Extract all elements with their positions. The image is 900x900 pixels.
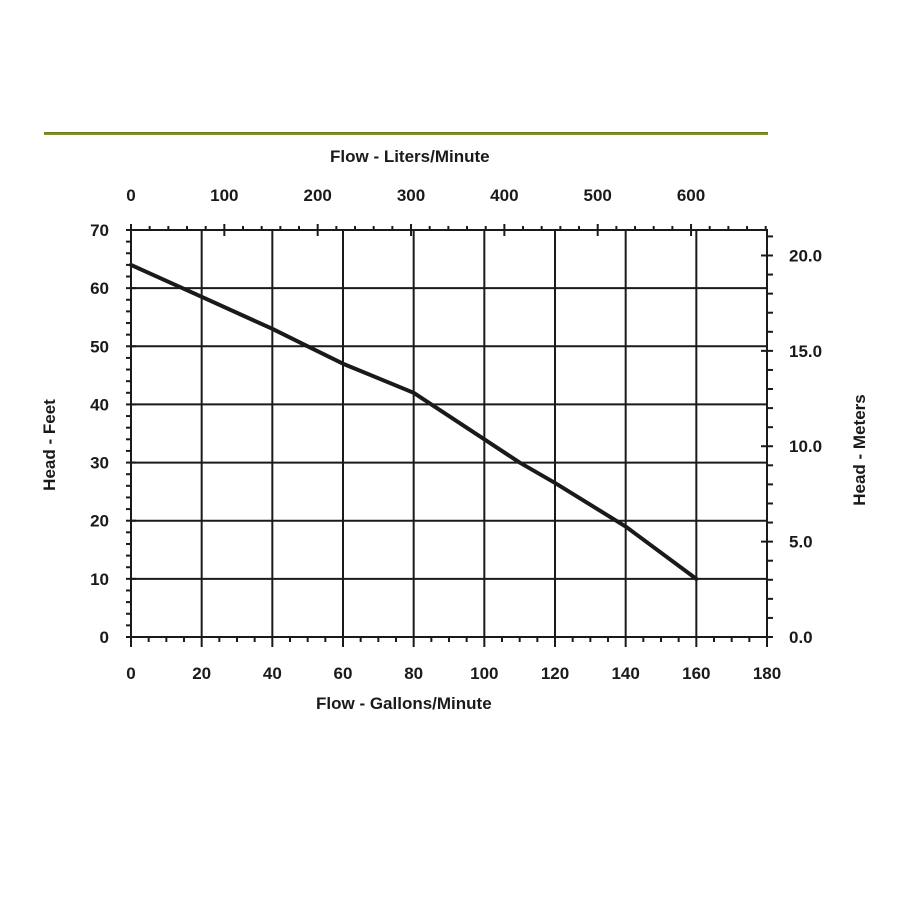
header-rule [44, 132, 768, 135]
x-tick-label: 140 [611, 664, 639, 683]
bottom-axis-title: Flow - Gallons/Minute [316, 694, 492, 713]
y-tick-label: 40 [90, 395, 109, 414]
y2-tick-label: 5.0 [789, 533, 813, 552]
x2-tick-label: 300 [397, 186, 425, 205]
x2-tick-label: 600 [677, 186, 705, 205]
y2-tick-label: 15.0 [789, 342, 822, 361]
x-tick-label: 180 [753, 664, 781, 683]
y-tick-label: 10 [90, 570, 109, 589]
x2-tick-label: 100 [210, 186, 238, 205]
plot-frame [130, 229, 768, 638]
x-tick-label: 160 [682, 664, 710, 683]
x-tick-label: 120 [541, 664, 569, 683]
x2-tick-label: 400 [490, 186, 518, 205]
y-tick-label: 50 [90, 337, 109, 356]
y2-tick-label: 20.0 [789, 246, 822, 265]
pump-curve-line [129, 262, 699, 581]
x2-tick-label: 200 [303, 186, 331, 205]
x-tick-label: 60 [334, 664, 353, 683]
y-tick-label: 20 [90, 512, 109, 531]
x-tick-label: 20 [192, 664, 211, 683]
x-tick-label: 40 [263, 664, 282, 683]
x-tick-label: 0 [126, 664, 135, 683]
y-tick-label: 30 [90, 454, 109, 473]
x2-tick-label: 0 [126, 186, 135, 205]
y-tick-label: 70 [90, 221, 109, 240]
x-tick-label: 80 [404, 664, 423, 683]
y-tick-label: 60 [90, 279, 109, 298]
x-tick-label: 100 [470, 664, 498, 683]
x2-tick-label: 500 [584, 186, 612, 205]
y2-tick-label: 0.0 [789, 628, 813, 647]
y2-tick-label: 10.0 [789, 437, 822, 456]
y-tick-label: 0 [100, 628, 109, 647]
top-axis-title: Flow - Liters/Minute [330, 147, 490, 166]
